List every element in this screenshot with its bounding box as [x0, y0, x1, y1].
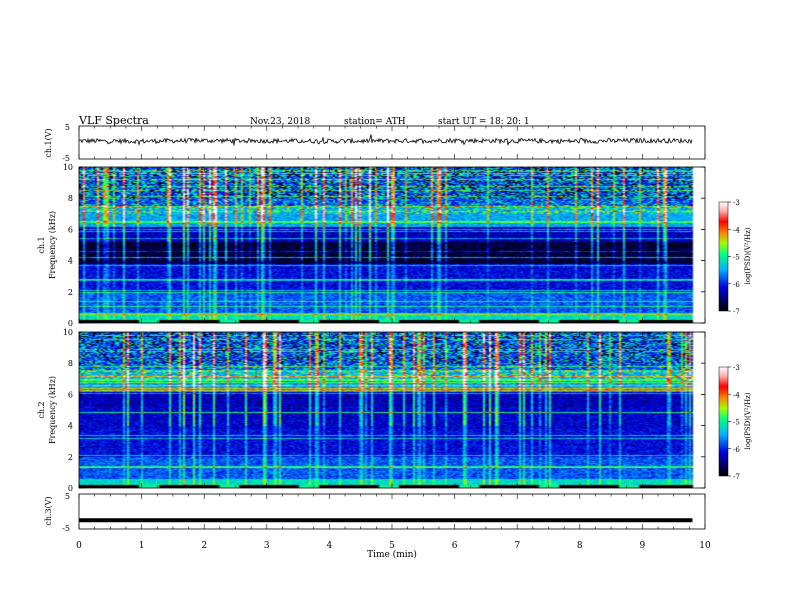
- x-tick-label: 6: [452, 541, 458, 551]
- ch2-spectrogram-ytick-label: 10: [63, 328, 73, 337]
- x-tick-label: 8: [577, 541, 583, 551]
- ch2-spectrogram-ytick-label: 0: [68, 484, 73, 493]
- ch1-spectrogram-ytick-label: 0: [68, 319, 73, 328]
- colorbar-tick-label: -5: [733, 419, 740, 427]
- ch2-spectrogram-panel: 0 2 4 6 8 10 ch.2 Frequency (kHz): [37, 328, 706, 493]
- ch3-ytick-top: 5: [65, 492, 70, 501]
- colorbar-ch2-ticks: -3 -4 -5 -6 -7: [728, 364, 740, 481]
- colorbar-ch1: -3 -4 -5 -6 -7 log(PSD)(V²/Hz): [718, 199, 752, 316]
- ch1-spectrogram-panel: 0 2 4 6 8 10 ch.1 Frequency (kHz): [37, 163, 706, 328]
- ch2-spectrogram-ytick-label: 6: [68, 390, 73, 399]
- ch3-waveform-ylabel: ch.3(V): [44, 496, 53, 525]
- ch1-waveform-ylabel: ch.1(V): [44, 128, 53, 157]
- colorbar-tick-label: -5: [733, 254, 740, 262]
- x-tick-label: 10: [699, 541, 711, 551]
- colorbar-ch2-label: log(PSD)(V²/Hz): [744, 392, 752, 449]
- colorbar-tick-label: -6: [733, 281, 740, 289]
- ch2-spectrogram-ytick-label: 4: [68, 422, 73, 431]
- ch2-spectrogram-ylabel: Frequency (kHz): [48, 376, 57, 444]
- colorbar-ch2: -3 -4 -5 -6 -7 log(PSD)(V²/Hz): [718, 364, 752, 481]
- colorbar-tick-label: -3: [733, 199, 740, 207]
- ch1-waveform-line: [78, 134, 693, 147]
- time-x-axis: 0 1 2 3 4 5 6 7 8 9 10: [76, 126, 711, 551]
- x-tick-label: 3: [264, 541, 270, 551]
- ch1-waveform-panel: 5 -5 ch.1(V): [44, 123, 706, 163]
- ch2-spectrogram-ytick-label: 2: [68, 453, 73, 462]
- ch2-spectrogram-channel-label: ch.2: [37, 401, 46, 418]
- colorbar-ch2-bar: [718, 366, 729, 477]
- figure-title: VLF Spectra: [78, 114, 149, 127]
- colorbar-tick-label: -3: [733, 364, 740, 372]
- colorbar-ch1-bar: [718, 201, 729, 312]
- ch1-spectrogram-ylabel: Frequency (kHz): [48, 211, 57, 279]
- ch1-spectrogram-channel-label: ch.1: [37, 236, 46, 253]
- ch1-spectrogram-ytick-label: 8: [68, 194, 73, 203]
- x-axis-label: Time (min): [367, 549, 417, 560]
- x-tick-label: 2: [201, 541, 207, 551]
- station-label: station= ATH: [344, 117, 406, 127]
- ch1-spectrogram-yticks: 0 2 4 6 8 10: [63, 163, 705, 328]
- x-tick-label: 5: [389, 541, 395, 551]
- x-tick-label: 1: [139, 541, 145, 551]
- ch3-waveform-panel: 5 -5 ch.3(V): [44, 492, 706, 533]
- colorbar-tick-label: -6: [733, 446, 740, 454]
- ch1-spectrogram-ytick-label: 2: [68, 288, 73, 297]
- x-tick-label: 4: [327, 541, 333, 551]
- colorbar-tick-label: -7: [733, 473, 740, 481]
- ch1-ytick-top: 5: [65, 123, 70, 132]
- ch2-spectrogram-image: [79, 332, 705, 488]
- colorbar-tick-label: -4: [733, 226, 740, 234]
- x-tick-label: 0: [76, 541, 82, 551]
- start-time-label: start UT = 18: 20: 1: [438, 117, 530, 127]
- ch1-spectrogram-ytick-label: 10: [63, 163, 73, 172]
- x-tick-label: 9: [640, 541, 646, 551]
- colorbar-tick-label: -7: [733, 308, 740, 316]
- colorbar-ch1-ticks: -3 -4 -5 -6 -7: [728, 199, 740, 316]
- ch1-spectrogram-ytick-label: 6: [68, 225, 73, 234]
- ch2-spectrogram-yticks: 0 2 4 6 8 10: [63, 328, 705, 493]
- ch3-waveform-frame: [78, 493, 706, 530]
- ch1-spectrogram-ytick-label: 4: [68, 257, 73, 266]
- ch2-spectrogram-ytick-label: 8: [68, 359, 73, 368]
- ch1-ytick-bottom: -5: [62, 154, 70, 163]
- colorbar-tick-label: -4: [733, 391, 740, 399]
- ch1-spectrogram-image: [79, 167, 705, 323]
- date-label: Nov.23, 2018: [250, 117, 311, 127]
- ch3-ytick-bottom: -5: [62, 524, 70, 533]
- x-tick-label: 7: [514, 541, 520, 551]
- colorbar-ch1-label: log(PSD)(V²/Hz): [744, 227, 752, 284]
